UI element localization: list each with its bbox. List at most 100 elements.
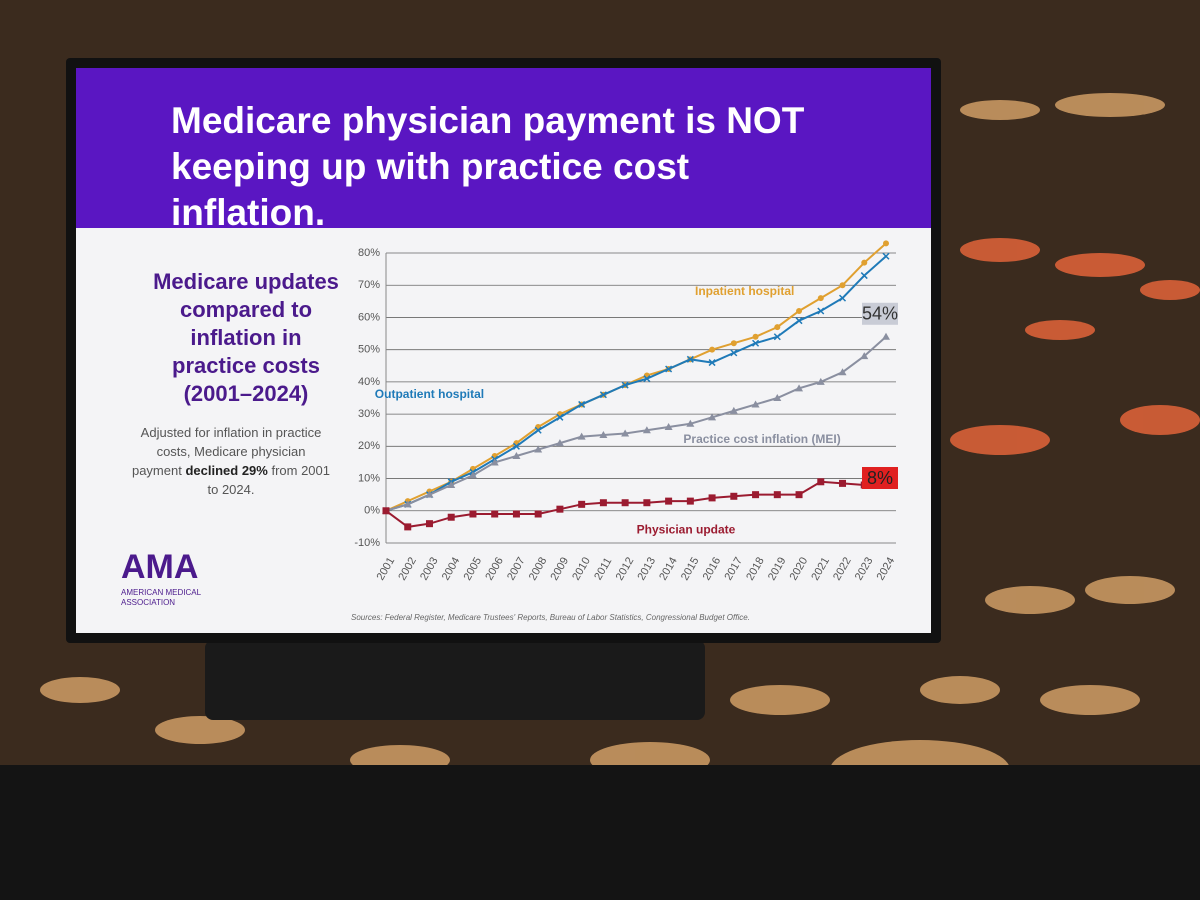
marker [709, 346, 716, 353]
series-line [385, 242, 887, 512]
marker [708, 494, 716, 502]
monitor: Medicare physician payment is NOT keepin… [66, 58, 941, 643]
end-label-box [862, 467, 898, 489]
marker [883, 240, 889, 247]
sources: Sources: Federal Register, Medicare Trus… [351, 613, 750, 622]
marker [860, 352, 869, 360]
marker [816, 377, 825, 385]
marker [621, 429, 630, 437]
side-note: Adjusted for inflation in practice costs… [131, 423, 331, 499]
slide-title: Medicare physician payment is NOT keepin… [171, 100, 805, 233]
marker [468, 471, 477, 479]
marker [665, 365, 673, 373]
marker [751, 400, 760, 408]
marker [534, 510, 542, 518]
y-tick-label: 30% [358, 408, 380, 420]
marker [839, 479, 847, 487]
marker [795, 317, 803, 325]
x-tick-label: 2021 [809, 555, 832, 582]
x-tick-label: 2012 [614, 555, 637, 582]
marker [882, 252, 890, 260]
marker [578, 500, 586, 508]
x-tick-label: 2005 [462, 555, 485, 582]
y-tick-label: 60% [358, 311, 380, 323]
marker [469, 510, 477, 518]
marker [534, 445, 543, 453]
x-tick-label: 2009 [549, 555, 572, 582]
note-text: from 2001 to 2024. [207, 463, 331, 497]
series-label: Inpatient hospital [695, 284, 794, 298]
marker [861, 259, 868, 266]
y-tick-label: -10% [354, 537, 380, 549]
x-tick-label: 2011 [592, 556, 614, 582]
marker [512, 510, 520, 518]
marker [795, 491, 803, 499]
marker [490, 458, 499, 466]
x-tick-label: 2022 [831, 555, 854, 582]
end-label: 8% [867, 468, 893, 488]
marker [665, 497, 673, 505]
note-bold: declined 29% [185, 463, 268, 478]
note-text: Adjusted for inflation in practice costs… [131, 425, 322, 478]
x-tick-label: 2018 [744, 555, 767, 582]
marker [752, 333, 759, 340]
x-tick-label: 2015 [679, 555, 702, 582]
chart: -10%0%10%20%30%40%50%60%70%80%2001 2002 20… [354, 240, 898, 583]
y-tick-label: 70% [358, 279, 380, 291]
marker [730, 349, 738, 357]
y-tick-label: 50% [358, 344, 380, 356]
marker [621, 381, 629, 389]
marker [686, 419, 695, 427]
marker [599, 499, 607, 507]
x-tick-label: 2013 [635, 555, 658, 582]
marker [708, 413, 717, 421]
marker [512, 452, 521, 459]
marker [643, 499, 651, 507]
logo-subtitle: AMERICAN MEDICAL ASSOCIATION [121, 588, 201, 607]
marker [817, 478, 825, 486]
y-tick-label: 0% [364, 505, 380, 517]
marker [425, 490, 434, 498]
marker [686, 497, 694, 505]
marker [621, 499, 629, 507]
marker [425, 520, 433, 528]
marker [796, 308, 803, 314]
series-label: Practice cost inflation (MEI) [683, 432, 840, 446]
marker [838, 294, 847, 302]
y-tick-label: 20% [358, 440, 380, 452]
marker [774, 324, 781, 331]
end-label-box [862, 302, 898, 325]
marker [491, 510, 499, 518]
marker [882, 332, 890, 340]
marker [556, 413, 564, 421]
marker [556, 505, 564, 513]
slide-header: Medicare physician payment is NOT keepin… [76, 68, 931, 233]
marker [447, 481, 456, 488]
marker [577, 432, 586, 440]
x-tick-label: 2017 [722, 555, 745, 582]
marker [382, 507, 390, 515]
marker [403, 500, 412, 508]
marker [838, 368, 847, 376]
slide: Medicare physician payment is NOT keepin… [76, 68, 931, 633]
x-tick-label: 2002 [396, 555, 419, 582]
logo: AMA [121, 548, 199, 586]
marker [404, 523, 412, 531]
x-tick-label: 2004 [440, 555, 463, 582]
series-label: Outpatient hospital [375, 387, 484, 401]
marker [643, 375, 651, 383]
marker [773, 333, 781, 341]
x-tick-label: 2003 [418, 555, 441, 582]
marker [773, 394, 782, 401]
x-tick-label: 2016 [701, 555, 724, 582]
marker [599, 391, 607, 399]
marker [817, 295, 824, 302]
marker [578, 400, 586, 408]
x-tick-label: 2007 [505, 555, 528, 582]
x-tick-label: 2020 [788, 555, 811, 582]
marker [752, 339, 760, 347]
series-line [385, 480, 886, 528]
x-tick-label: 2023 [853, 555, 876, 582]
y-tick-label: 40% [358, 376, 380, 388]
